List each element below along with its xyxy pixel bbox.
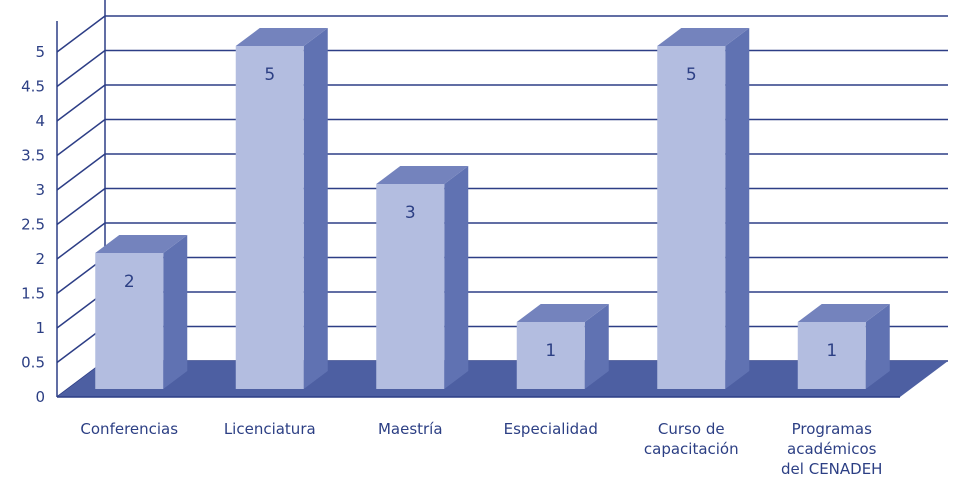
- bar-front-face: [797, 322, 866, 389]
- bar-side-face: [303, 28, 328, 389]
- x-tick-label-line: académicos: [787, 440, 877, 458]
- x-tick-label-line: Curso de: [658, 420, 725, 438]
- data-label: 1: [826, 341, 837, 361]
- bar-top-face: [657, 28, 750, 46]
- bar-side-face: [725, 28, 750, 389]
- x-tick-label: Licenciatura: [224, 420, 316, 438]
- y-tick-label: 4: [35, 112, 45, 130]
- left-wall-gridline: [56, 49, 106, 88]
- bar-top-face: [235, 28, 328, 46]
- y-tick-label: 5: [35, 43, 45, 61]
- x-tick-label-line: Conferencias: [80, 420, 178, 438]
- y-tick-label: 2: [35, 250, 45, 268]
- data-label: 3: [405, 203, 416, 223]
- x-tick-label-line: Licenciatura: [224, 420, 316, 438]
- data-label: 5: [686, 65, 697, 85]
- y-tick-label: 0: [35, 388, 45, 406]
- bar-top-face: [376, 166, 469, 184]
- bar: [235, 28, 328, 389]
- left-wall-gridline: [56, 15, 106, 53]
- x-tick-label-line: capacitación: [644, 440, 739, 458]
- x-tick-label-line: del CENADEH: [781, 460, 882, 478]
- bar: [376, 166, 469, 389]
- bars-layer: 2 5 3 1 5 1: [95, 28, 890, 389]
- bar-top-face: [797, 304, 890, 322]
- x-tick-label-line: Programas: [792, 420, 872, 438]
- left-wall-gridline: [56, 84, 106, 122]
- y-tick-label: 3: [35, 181, 45, 199]
- bar-side-face: [444, 166, 469, 389]
- x-axis-tick-labels: Conferencias Licenciatura Maestría Especial…: [80, 420, 882, 478]
- bar-front-face: [376, 184, 445, 389]
- y-tick-label: 0.5: [21, 354, 45, 372]
- data-label: 1: [545, 341, 556, 361]
- bar-front-face: [95, 253, 164, 389]
- bar-front-face: [235, 46, 304, 389]
- y-tick-label: 1.5: [21, 285, 45, 303]
- left-wall-gridline: [56, 187, 106, 226]
- x-tick-label: Maestría: [378, 420, 443, 438]
- x-tick-label-line: Especialidad: [504, 420, 598, 438]
- bar: [797, 304, 890, 389]
- bar-side-face: [865, 304, 890, 389]
- bar-top-face: [516, 304, 609, 322]
- y-tick-label: 4.5: [21, 78, 45, 96]
- y-tick-label: 3.5: [21, 147, 45, 165]
- bar-front-face: [657, 46, 726, 389]
- x-tick-label-line: Maestría: [378, 420, 443, 438]
- left-wall-gridline: [56, 222, 106, 260]
- bar-side-face: [163, 235, 188, 389]
- bar-top-face: [95, 235, 188, 253]
- bar-side-face: [584, 304, 609, 389]
- bar-front-face: [516, 322, 585, 389]
- x-tick-label: Conferencias: [80, 420, 178, 438]
- y-axis-tick-labels: 0 0.5 1 1.5 2 2.5 3 3.5 4 4.5 5: [21, 43, 45, 406]
- x-tick-label: Programas académicos del CENADEH: [781, 420, 882, 478]
- left-wall-gridline: [56, 118, 106, 157]
- x-tick-label: Especialidad: [504, 420, 598, 438]
- bar: [657, 28, 750, 389]
- y-tick-label: 1: [35, 319, 45, 337]
- data-label: 5: [264, 65, 275, 85]
- bar: [516, 304, 609, 389]
- y-tick-label: 2.5: [21, 216, 45, 234]
- x-tick-label: Curso de capacitación: [644, 420, 739, 458]
- data-label: 2: [124, 272, 135, 292]
- bar: [95, 235, 188, 389]
- left-wall-gridline: [56, 153, 106, 191]
